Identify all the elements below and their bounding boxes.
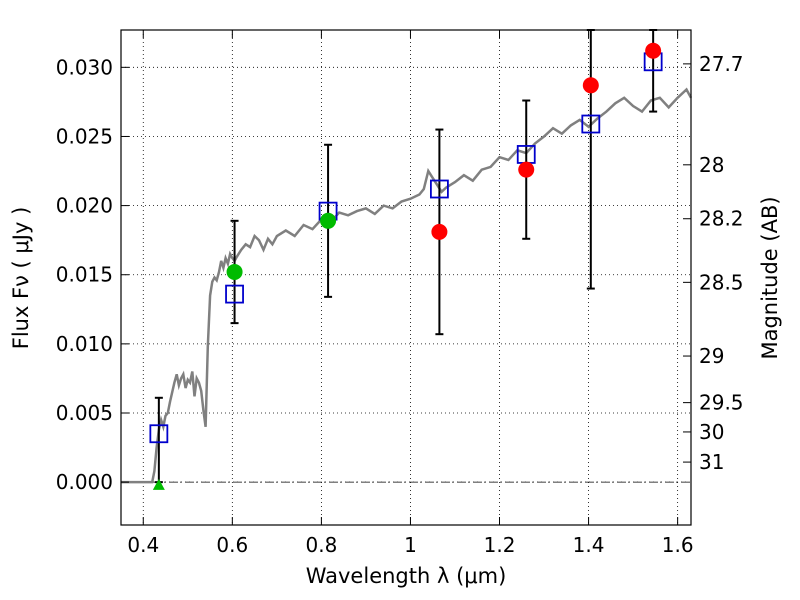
model-photometry-square	[149, 424, 169, 444]
nondetection-point	[431, 223, 448, 240]
right-tick-label: 30	[699, 420, 724, 444]
y-axis-label: Flux Fν ( μJy )	[9, 207, 33, 350]
nondetection-point	[518, 161, 535, 178]
model-photometry-square	[225, 284, 244, 304]
right-axis-label: Magnitude (AB)	[758, 196, 782, 359]
y-axis: 0.000 0.005 0.010 0.015 0.020 0.025 0.030	[56, 55, 129, 494]
detection-point	[226, 263, 243, 280]
y-tick-label: 0.005	[56, 401, 113, 425]
right-tick-label: 28.2	[699, 207, 744, 231]
x-tick-label: 1.4	[573, 533, 605, 557]
plot-frame	[120, 29, 692, 526]
plot-background	[121, 30, 691, 525]
detection-point	[320, 212, 337, 229]
right-magnitude-axis: 27.7 28 28.2 28.5 29 29.5 30 31	[683, 52, 744, 474]
x-tick-label: 0.8	[305, 533, 337, 557]
x-tick-label: 0.4	[127, 533, 159, 557]
x-tick-label: 1.2	[484, 533, 516, 557]
detection-triangle	[152, 478, 165, 490]
model-photometry-square	[581, 114, 601, 134]
y-tick-label: 0.015	[56, 263, 113, 287]
x-axis: 0.4 0.6 0.8 1 1.2 1.4 1.6	[127, 30, 694, 557]
model-spectrum-line	[121, 87, 693, 484]
right-tick-label: 29.5	[699, 391, 744, 415]
y-tick-label: 0.020	[56, 194, 113, 218]
x-tick-label: 1	[404, 533, 417, 557]
nondetection-point	[582, 77, 599, 94]
y-tick-label: 0.030	[56, 55, 113, 79]
model-photometry-square	[429, 179, 449, 199]
nondetection-point	[645, 42, 662, 59]
x-tick-label: 0.6	[216, 533, 248, 557]
right-tick-label: 27.7	[699, 52, 744, 76]
right-tick-label: 28	[699, 153, 724, 177]
right-tick-label: 29	[699, 344, 724, 368]
y-tick-label: 0.025	[56, 124, 113, 148]
right-tick-label: 28.5	[699, 270, 744, 294]
data-marks	[149, 29, 663, 490]
x-tick-label: 1.6	[662, 533, 694, 557]
y-tick-label: 0.010	[56, 332, 113, 356]
x-axis-label: Wavelength λ (μm)	[306, 564, 507, 588]
right-tick-label: 31	[699, 450, 724, 474]
y-tick-label: 0.000	[56, 470, 113, 494]
